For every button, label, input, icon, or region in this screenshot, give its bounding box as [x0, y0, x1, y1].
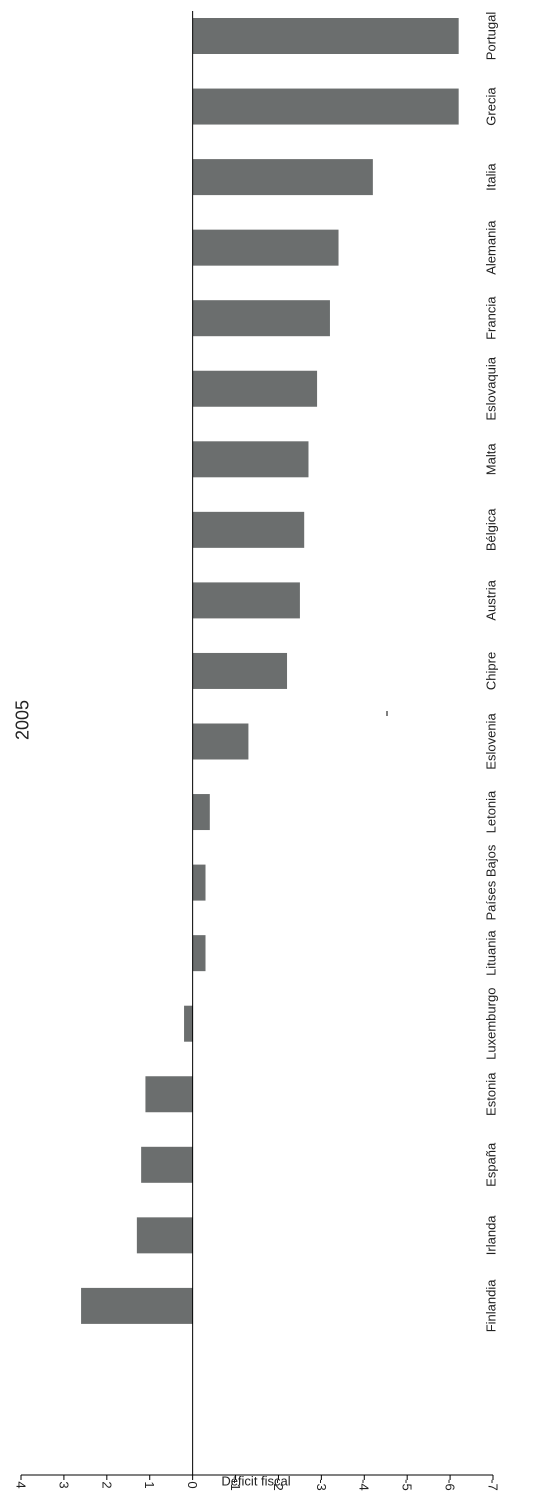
x-ticks-group: 4 3 2 1 0 -1 -2 -3 -4 -5 -6 -7 — [13, 1475, 500, 1491]
category-label-10: Eslovenia — [484, 713, 499, 770]
category-label-8: Austria — [484, 579, 499, 620]
category-label-0: Portugal — [484, 12, 499, 61]
x-tick-label-6: -2 — [271, 1479, 286, 1491]
category-label-3: Alemania — [484, 220, 499, 275]
chart-title: 2005 — [12, 700, 32, 740]
x-tick-label-4: 0 — [185, 1481, 200, 1488]
bar-15 — [145, 1076, 193, 1113]
category-label-4: Francia — [484, 296, 499, 340]
category-label-9: Chipre — [484, 652, 499, 690]
bar-4 — [192, 300, 330, 337]
bar-0 — [192, 18, 459, 54]
bar-2 — [192, 159, 373, 196]
x-tick-label-3: 1 — [142, 1481, 157, 1488]
category-labels-group: Portugal Grecia Italia Alemania Francia Eslov… — [484, 12, 499, 1333]
bar-5 — [192, 370, 318, 407]
category-label-14: Luxemburgo — [484, 988, 499, 1060]
category-label-6: Malta — [484, 443, 499, 476]
bar-9 — [192, 652, 288, 689]
category-label-1: Grecia — [484, 87, 499, 126]
bar-6 — [192, 441, 309, 478]
bar-17 — [136, 1217, 193, 1254]
bar-13 — [192, 935, 206, 972]
x-tick-label-9: -5 — [400, 1479, 415, 1491]
category-label-5: Eslovaquia — [484, 356, 499, 420]
category-label-7: Bélgica — [484, 508, 499, 551]
x-tick-label-5: -1 — [228, 1479, 243, 1491]
x-tick-label-10: -6 — [443, 1479, 458, 1491]
category-label-16: España — [484, 1142, 499, 1187]
bar-7 — [192, 511, 305, 548]
category-label-11: Letonia — [484, 790, 499, 833]
bar-12 — [192, 864, 206, 901]
category-label-13: Lituania — [484, 930, 499, 976]
bar-8 — [192, 582, 300, 619]
bar-11 — [192, 794, 210, 831]
x-tick-label-11: -7 — [485, 1479, 500, 1491]
category-label-12: Países Bajos — [484, 844, 499, 920]
x-tick-label-2: 2 — [99, 1481, 114, 1488]
category-label-15: Estonia — [484, 1072, 499, 1116]
category-label-18: Finlandia — [484, 1279, 499, 1333]
bars-group — [81, 18, 459, 1324]
x-tick-label-7: -3 — [314, 1479, 329, 1491]
bar-14 — [184, 1005, 193, 1042]
bar-16 — [141, 1146, 193, 1183]
category-label-2: Italia — [484, 163, 499, 191]
x-tick-label-0: 4 — [13, 1481, 28, 1488]
x-tick-label-8: -4 — [357, 1479, 372, 1491]
bar-1 — [192, 88, 459, 125]
category-label-17: Irlanda — [484, 1215, 499, 1256]
bar-10 — [192, 723, 249, 760]
x-tick-label-1: 3 — [56, 1481, 71, 1488]
bar-3 — [192, 229, 339, 266]
bar-18 — [81, 1287, 193, 1324]
x-axis-label: Déficit fiscal — [221, 1474, 290, 1489]
